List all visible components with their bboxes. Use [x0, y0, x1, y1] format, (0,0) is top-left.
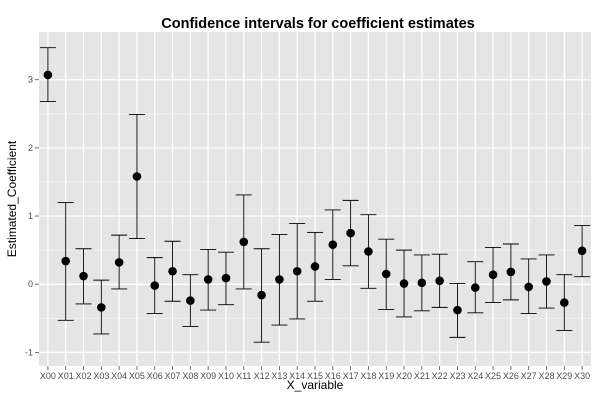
point-X22: [435, 276, 444, 286]
point-X21: [417, 278, 427, 288]
y-tick-label: 1: [28, 211, 33, 221]
point-X05: [132, 172, 142, 181]
x-tick-label: X27: [521, 371, 537, 381]
point-X16: [328, 240, 338, 249]
point-X09: [203, 275, 213, 284]
x-tick-label: X21: [414, 371, 430, 381]
point-X06: [150, 281, 160, 290]
x-tick-label: X17: [343, 371, 359, 381]
points: [43, 70, 587, 315]
x-tick-label: X30: [574, 371, 590, 381]
x-tick-label: X12: [254, 371, 270, 381]
x-tick-label: X11: [236, 371, 251, 381]
point-X11: [239, 237, 249, 247]
point-X18: [364, 247, 373, 256]
y-axis: -1 0 1 2 3: [25, 75, 39, 357]
point-X10: [221, 273, 231, 283]
point-X07: [168, 266, 177, 276]
x-axis: X00 X01 X02 X03 X04 X05 X06 X07 X08 X09 X10 X11 X12 X…: [40, 366, 590, 381]
point-X25: [488, 270, 498, 279]
x-axis-title: X_variable: [287, 378, 344, 392]
point-X15: [310, 262, 320, 271]
x-tick-label: X13: [271, 371, 287, 381]
point-X23: [453, 305, 462, 315]
x-tick-label: X22: [432, 371, 448, 381]
x-tick-label: X18: [360, 371, 376, 381]
y-tick-label: 3: [28, 75, 33, 85]
point-X20: [399, 279, 409, 288]
point-X02: [79, 271, 88, 281]
y-axis-title: Estimated_Coefficient: [5, 140, 19, 257]
x-tick-label: X26: [503, 371, 519, 381]
x-tick-label: X05: [129, 371, 145, 381]
point-X03: [97, 303, 106, 312]
x-tick-label: X24: [467, 371, 483, 381]
point-X28: [542, 277, 551, 286]
x-tick-label: X01: [58, 371, 74, 381]
point-X04: [114, 258, 124, 267]
x-tick-label: X15: [307, 371, 323, 381]
y-tick-label: 2: [28, 143, 33, 153]
x-tick-label: X28: [538, 371, 554, 381]
x-tick-label: X23: [449, 371, 465, 381]
x-tick-label: X06: [147, 371, 163, 381]
x-tick-label: X29: [556, 371, 572, 381]
y-tick-label: 0: [28, 279, 33, 289]
point-X08: [186, 296, 195, 305]
x-tick-label: X07: [165, 371, 181, 381]
x-tick-label: X00: [40, 371, 56, 381]
x-tick-label: X25: [485, 371, 501, 381]
x-tick-label: X16: [325, 371, 341, 381]
point-X29: [559, 298, 569, 307]
point-X13: [275, 275, 284, 284]
x-tick-label: X14: [289, 371, 305, 381]
point-X30: [577, 246, 587, 256]
x-tick-label: X20: [396, 371, 412, 381]
point-X14: [292, 266, 302, 276]
point-X27: [524, 282, 533, 292]
x-tick-label: X04: [111, 371, 127, 381]
x-tick-label: X03: [93, 371, 109, 381]
point-X17: [346, 228, 355, 238]
x-tick-label: X08: [182, 371, 198, 381]
x-tick-label: X09: [200, 371, 216, 381]
point-X24: [470, 283, 480, 292]
x-tick-label: X02: [76, 371, 92, 381]
point-X12: [257, 290, 266, 300]
point-X19: [381, 269, 391, 279]
point-X00: [43, 70, 53, 80]
y-tick-label: -1: [25, 347, 33, 357]
point-X01: [61, 256, 71, 266]
x-tick-label: X10: [218, 371, 234, 381]
point-X26: [506, 267, 516, 277]
chart-title: Confidence intervals for coefficient est…: [161, 16, 474, 32]
x-tick-label: X19: [378, 371, 394, 381]
